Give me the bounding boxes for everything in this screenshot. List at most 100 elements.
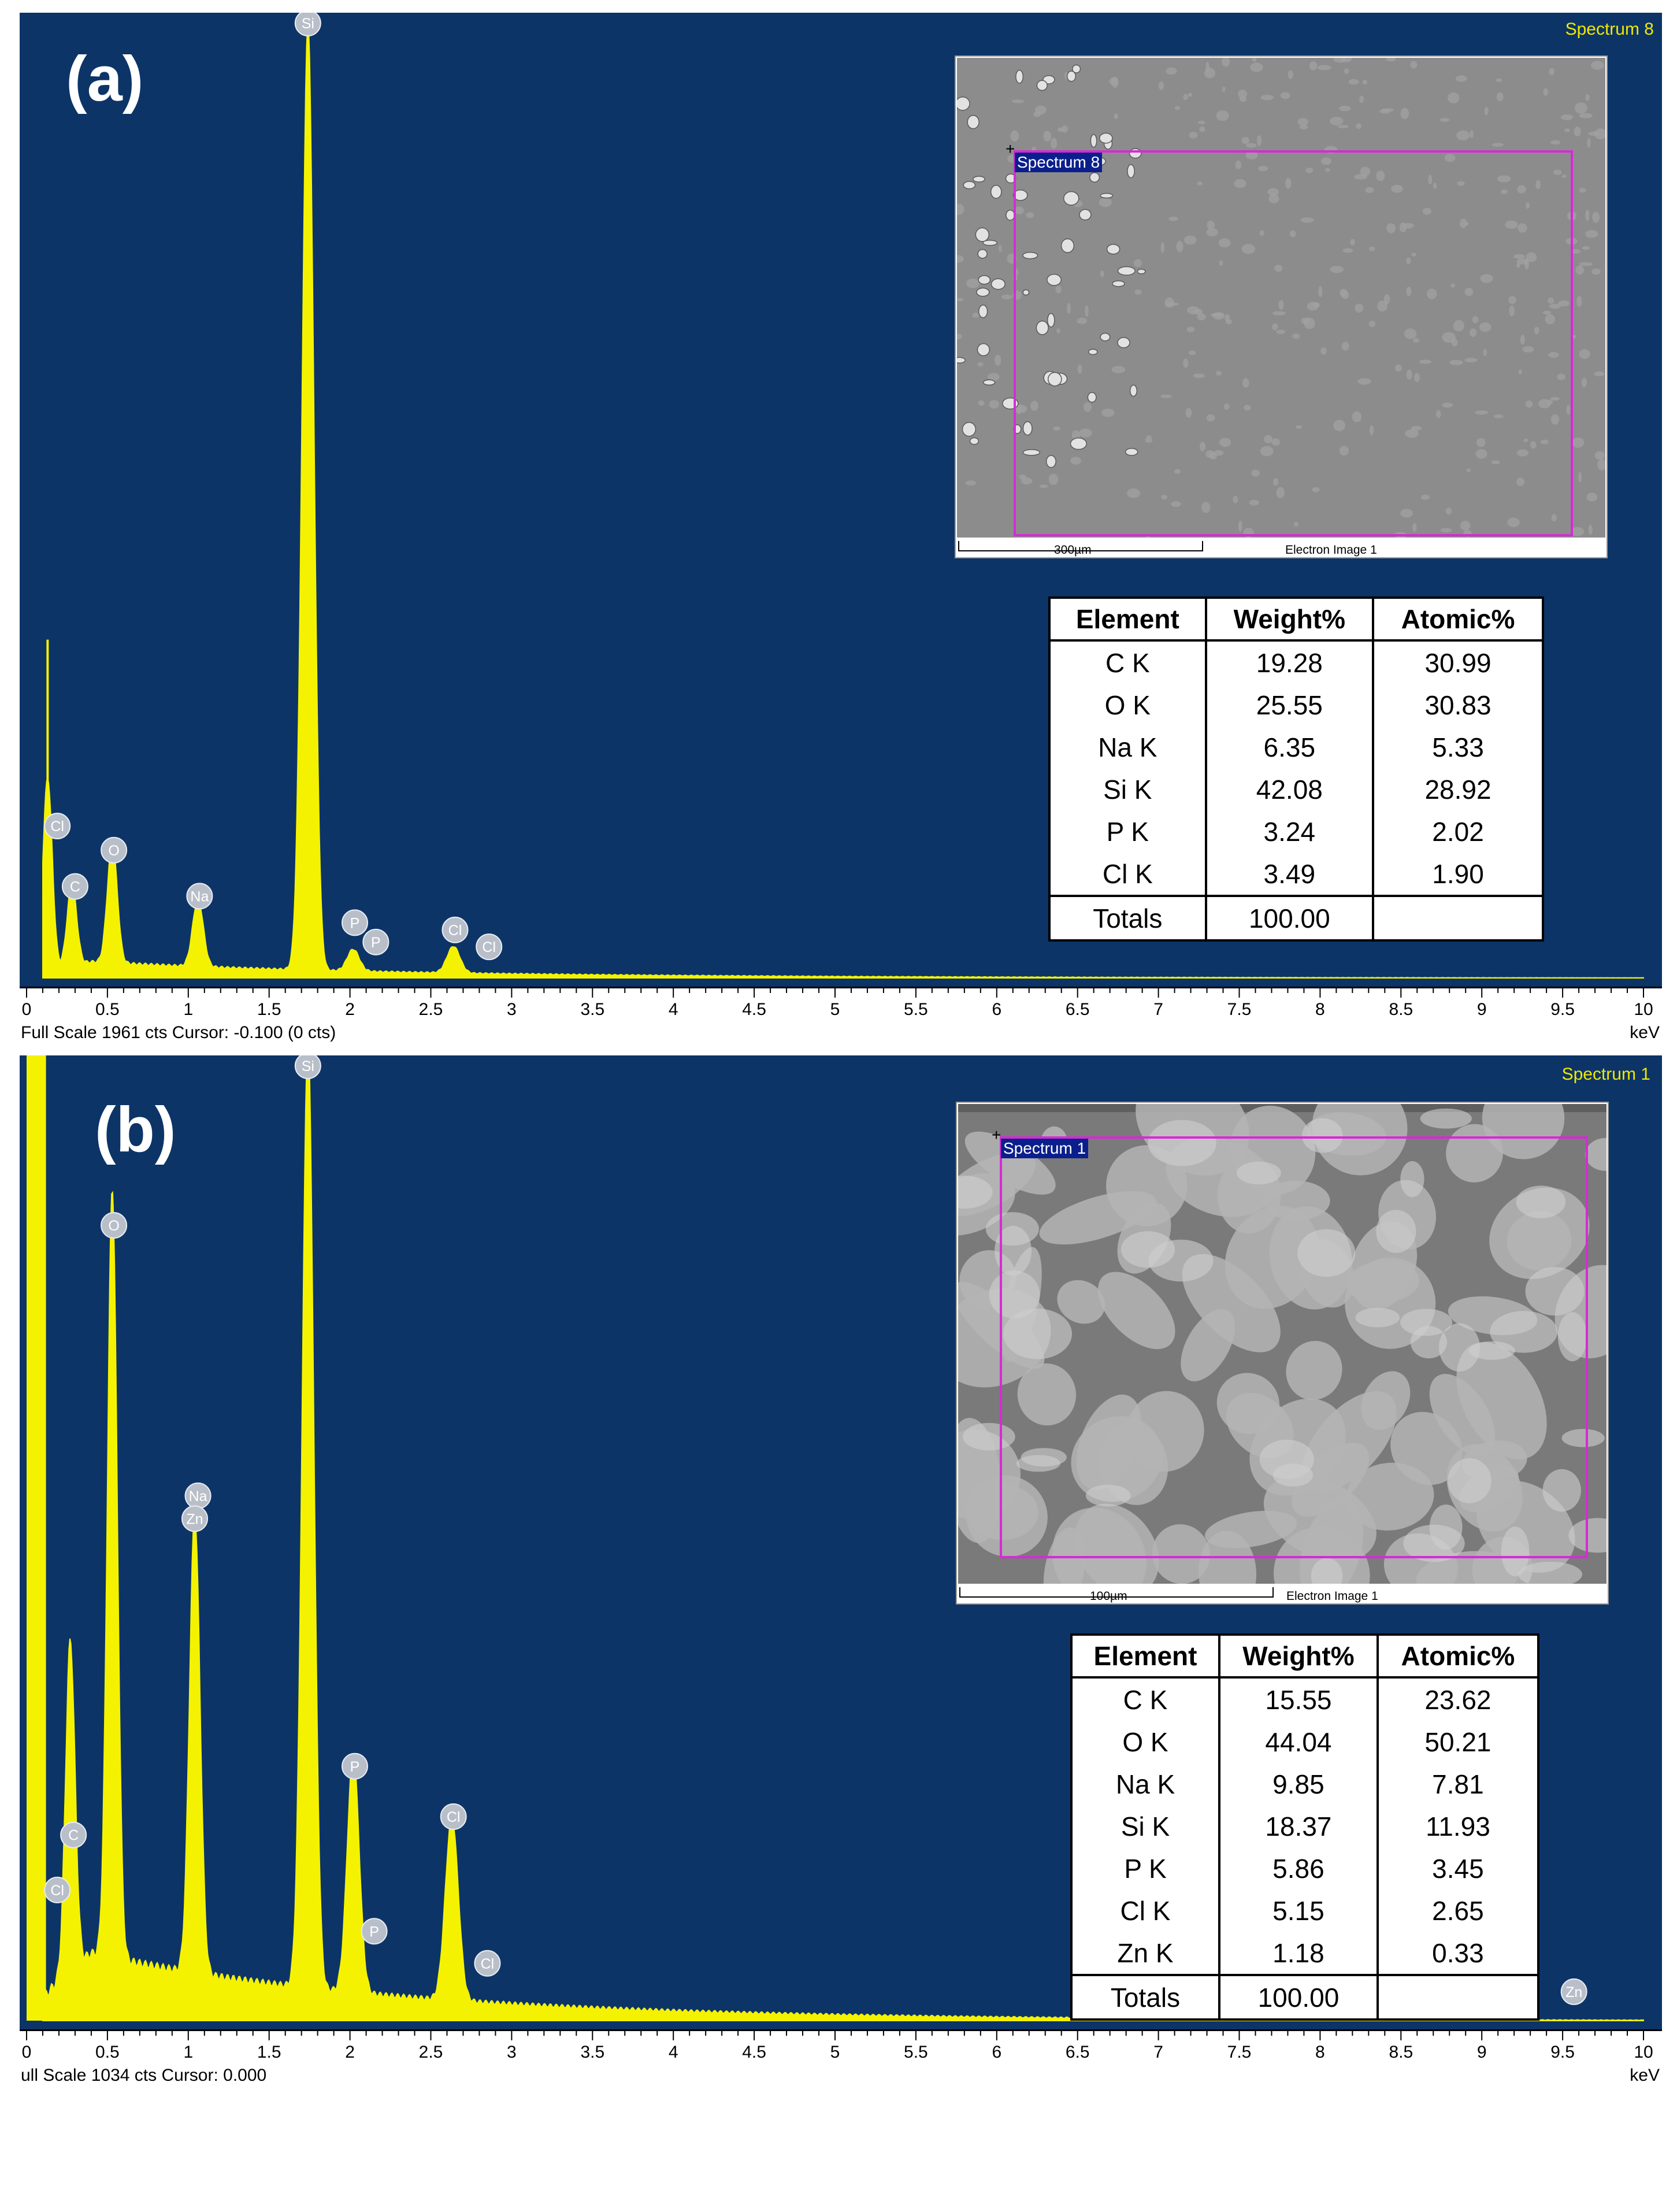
x-tick-label: 8.5 [1389,1000,1413,1019]
spectrum-plot-b: SiONaZnCClPPClClZnZn (b) Spectrum 1 Spec… [20,1055,1662,2029]
table-cell: O K [1070,1721,1221,1763]
electron-image-a: Spectrum 8 + 300µm Electron Image 1 [955,55,1608,558]
table-row: Cl K 3.49 1.90 [1048,853,1544,896]
x-tick-label: 4 [669,1000,678,1019]
svg-text:Cl: Cl [50,818,64,835]
svg-text:Si: Si [302,16,314,32]
table-cell: 7.81 [1376,1763,1540,1805]
spectrum-tag-b: Spectrum 1 [1561,1065,1650,1084]
svg-text:Na: Na [189,1488,207,1505]
spectrum-tag-a: Spectrum 8 [1565,20,1654,39]
table-row: Si K 18.37 11.93 [1070,1805,1540,1847]
x-tick-label: 5.5 [904,1000,928,1019]
x-tick-label: 0.5 [95,2043,120,2062]
x-tick-label: 6 [992,2043,1001,2062]
table-cell: Si K [1070,1805,1221,1847]
peak-label-cl: Cl [44,1876,71,1903]
table-cell: 11.93 [1376,1805,1540,1847]
x-tick-label: 8.5 [1389,2043,1413,2062]
table-cell: 30.83 [1372,684,1544,726]
table-row: P K 3.24 2.02 [1048,810,1544,853]
table-cell: 50.21 [1376,1721,1540,1763]
table-cell: 3.45 [1376,1847,1540,1889]
electron-image-b: Spectrum 1 + 100µm Electron Image 1 [956,1102,1609,1605]
table-cell: Na K [1070,1763,1221,1805]
table-cell: P K [1048,810,1207,853]
table-cell: 100.00 [1218,1974,1379,2021]
roi-label-a: Spectrum 8 [1015,153,1103,172]
svg-text:Cl: Cl [448,922,462,939]
peak-label-p: P [341,1752,368,1780]
table-cell: 30.99 [1372,640,1544,684]
table-row: Zn K 1.18 0.33 [1070,1932,1540,1975]
table-cell: 2.02 [1372,810,1544,853]
x-tick-label: 1.5 [257,2043,281,2062]
x-tick-label: 7.5 [1227,1000,1252,1019]
x-tick-label: 10 [1634,2043,1653,2062]
x-tick-label: 0 [22,2043,32,2062]
roi-label-b: Spectrum 1 [1001,1139,1089,1158]
scale-bar-label-b: 100µm [1090,1589,1127,1603]
peak-label-cl: Cl [44,813,71,840]
table-cell: C K [1048,640,1207,684]
composition-table-a: Element Weight% Atomic% C K 19.28 30.99 O K 25.… [1048,596,1544,942]
table-cell: Cl K [1070,1889,1221,1932]
table-totals-row: Totals 100.00 [1070,1974,1540,2021]
table-cell: 15.55 [1218,1677,1379,1721]
table-header-cell: Atomic% [1376,1633,1540,1679]
sem-micrograph-b: Spectrum 1 + [958,1104,1606,1584]
table-cell: 19.28 [1204,640,1375,684]
table-cell: 5.15 [1218,1889,1379,1932]
table-cell: 3.24 [1204,810,1375,853]
svg-text:C: C [70,879,80,895]
electron-image-footer-b: 100µm Electron Image 1 [957,1586,1608,1603]
x-tick-label: 3 [507,2043,517,2062]
x-tick-label: 8 [1315,1000,1325,1019]
x-tick-label: 5.5 [904,2043,928,2062]
table-row: C K 15.55 23.62 [1070,1677,1540,1721]
table-row: Si K 42.08 28.92 [1048,768,1544,810]
x-tick-label: 7 [1153,1000,1163,1019]
peak-label-cl: Cl [441,916,469,943]
x-tick-label: 0 [22,1000,32,1019]
x-tick-label: 9 [1477,2043,1487,2062]
table-header-cell: Element [1070,1633,1221,1679]
x-tick-label: 4.5 [742,2043,766,2062]
x-unit-b: keV [1630,2066,1660,2085]
x-tick-label: 2.5 [419,1000,443,1019]
roi-crosshair-a: + [1006,140,1015,158]
roi-crosshair-b: + [992,1126,1001,1144]
scale-bar-a [958,541,1203,551]
table-header-cell: Weight% [1218,1633,1379,1679]
svg-text:P: P [369,1924,379,1940]
table-cell: 18.37 [1218,1805,1379,1847]
panel-b: SiONaZnCClPPClClZnZn (b) Spectrum 1 Spec… [14,1055,1662,2090]
peak-label-zn: Zn [1560,1978,1587,2005]
panel-letter-b: (b) [95,1094,176,1165]
svg-text:C: C [68,1828,79,1844]
x-tick-label: 1 [183,1000,193,1019]
peak-label-p: P [362,928,389,955]
table-cell: O K [1048,684,1207,726]
table-row: O K 44.04 50.21 [1070,1721,1540,1763]
table-cell [1376,1974,1540,2021]
x-tick-label: 6.5 [1066,1000,1090,1019]
x-tick-label: 7.5 [1227,2043,1252,2062]
table-row: O K 25.55 30.83 [1048,684,1544,726]
peak-label-o: O [101,1211,128,1239]
table-row: Na K 9.85 7.81 [1070,1763,1540,1805]
x-tick-label: 10 [1634,1000,1653,1019]
x-tick-label: 4.5 [742,1000,766,1019]
electron-image-footer-a: 300µm Electron Image 1 [956,540,1606,557]
table-cell: 2.65 [1376,1889,1540,1932]
x-tick-label: 6 [992,1000,1001,1019]
peak-label-cl: Cl [440,1803,467,1830]
table-cell: 0.33 [1376,1932,1540,1975]
peak-label-c: C [61,873,88,900]
x-tick-label: 6.5 [1066,2043,1090,2062]
x-tick-label: 0.5 [95,1000,120,1019]
table-cell: Cl K [1048,853,1207,896]
svg-text:Na: Na [190,888,209,905]
svg-text:Zn: Zn [186,1511,203,1528]
svg-text:P: P [371,935,381,951]
